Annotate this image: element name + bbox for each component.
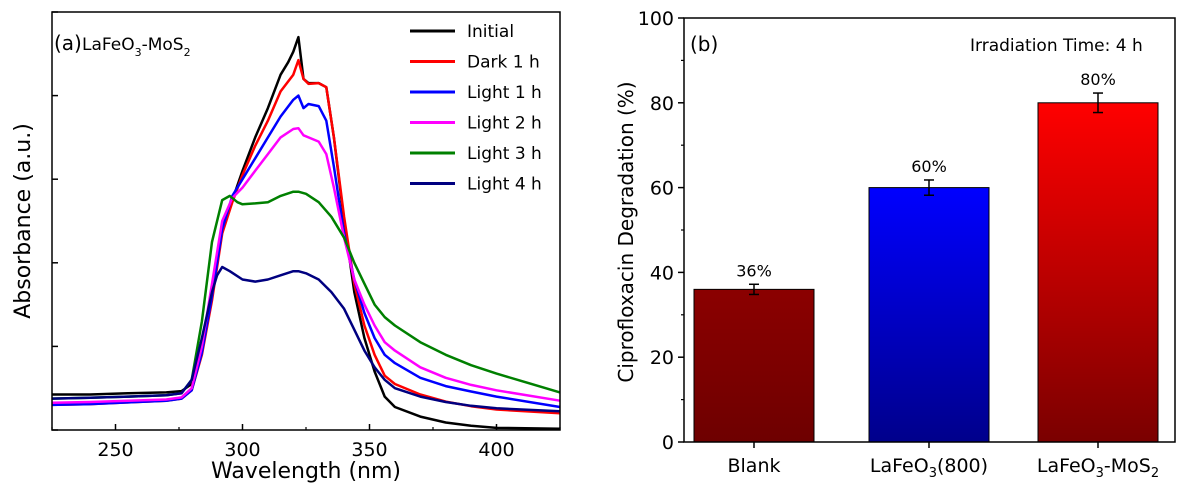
series-line-2 <box>51 94 561 409</box>
x-tick-label: LaFeO3-MoS2 <box>1037 455 1159 481</box>
legend-label: Dark 1 h <box>467 53 540 73</box>
panel-a-absorbance-chart: 250 300 350 400 (a) LaFeO3-MoS2 Initial Dark… <box>11 11 561 484</box>
bar <box>693 288 815 443</box>
degradation-bars-group: 36% 60% 80% <box>693 70 1159 443</box>
x-tick-label: 300 <box>224 439 260 461</box>
panel-b-label: (b) <box>690 32 718 56</box>
legend-label: Initial <box>467 22 514 42</box>
x-tick-label: Blank <box>727 455 780 477</box>
panel-a-x-ticks: 250 300 350 400 <box>51 424 561 461</box>
panel-b-x-ticks: Blank LaFeO3(800) LaFeO3-MoS2 <box>727 442 1159 481</box>
panel-a-x-axis-title: Wavelength (nm) <box>211 459 401 484</box>
bar-value-label: 60% <box>911 157 947 176</box>
panel-b-plot-frame <box>683 17 1176 443</box>
y-tick-label: 20 <box>650 347 674 369</box>
x-tick-label: 350 <box>351 439 387 461</box>
y-tick-label: 100 <box>638 8 674 30</box>
panel-b-degradation-chart: 36% 60% 80% 0 20 40 60 80 100 Blank LaFeO3(800) L… <box>614 8 1176 481</box>
panel-b-irradiation-annotation: Irradiation Time: 4 h <box>970 36 1143 56</box>
legend-label: Light 3 h <box>467 144 542 164</box>
y-tick-label: 80 <box>650 93 674 115</box>
series-line-5 <box>51 265 561 413</box>
panel-b-y-ticks: 0 20 40 60 80 100 <box>638 8 684 454</box>
y-tick-label: 60 <box>650 178 674 200</box>
panel-a-y-axis-title: Absorbance (a.u.) <box>11 123 36 319</box>
x-tick-label: 250 <box>97 439 133 461</box>
panel-a-y-ticks <box>52 11 58 431</box>
y-tick-label: 40 <box>650 262 674 284</box>
bar-value-label: 36% <box>736 261 772 280</box>
x-tick-label: 400 <box>478 439 514 461</box>
bar <box>1037 102 1159 443</box>
bar-value-label: 80% <box>1080 70 1116 89</box>
x-tick-label: LaFeO3(800) <box>870 455 988 481</box>
legend-label: Light 2 h <box>467 114 542 134</box>
bar <box>868 187 990 443</box>
legend-label: Light 1 h <box>467 83 542 103</box>
panel-a-plot-frame <box>51 11 561 431</box>
legend-label: Light 4 h <box>467 175 542 195</box>
y-tick-label: 0 <box>662 432 674 454</box>
panel-a-sample-label: LaFeO3-MoS2 <box>82 35 191 59</box>
absorbance-series-group <box>51 35 561 430</box>
panel-a-legend: Initial Dark 1 h Light 1 h Light 2 h Light 3… <box>410 22 542 195</box>
panel-b-y-axis-title: Ciprofloxacin Degradation (%) <box>614 81 638 382</box>
series-line-3 <box>51 126 561 405</box>
series-line-4 <box>51 190 561 400</box>
panel-a-label: (a) <box>54 31 82 55</box>
